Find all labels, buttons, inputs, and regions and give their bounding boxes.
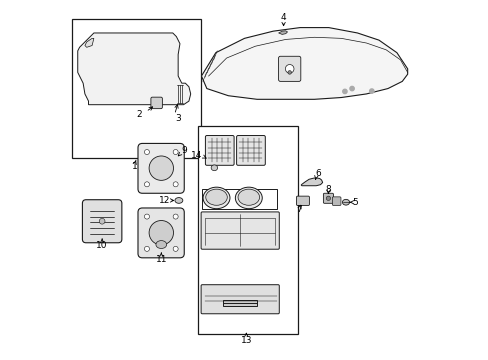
Circle shape <box>173 246 178 251</box>
Circle shape <box>369 89 373 93</box>
Text: 9: 9 <box>182 146 187 155</box>
Ellipse shape <box>235 187 262 209</box>
Circle shape <box>173 149 178 154</box>
FancyBboxPatch shape <box>201 285 279 314</box>
Bar <box>72 19 201 158</box>
Bar <box>202 189 277 210</box>
Polygon shape <box>85 39 94 47</box>
Ellipse shape <box>175 198 183 203</box>
Circle shape <box>325 196 330 201</box>
FancyBboxPatch shape <box>82 200 122 243</box>
Text: 11: 11 <box>155 255 167 264</box>
Text: 14: 14 <box>191 151 202 160</box>
FancyBboxPatch shape <box>296 196 309 206</box>
Text: 8: 8 <box>325 185 330 194</box>
FancyBboxPatch shape <box>138 143 184 193</box>
Polygon shape <box>201 28 407 99</box>
Circle shape <box>287 71 291 74</box>
FancyBboxPatch shape <box>205 135 234 165</box>
Bar <box>223 301 257 306</box>
Polygon shape <box>301 178 322 186</box>
FancyBboxPatch shape <box>201 212 279 249</box>
FancyBboxPatch shape <box>236 135 265 165</box>
FancyBboxPatch shape <box>332 197 340 206</box>
Circle shape <box>99 219 105 224</box>
Bar <box>198 126 298 334</box>
Text: 2: 2 <box>136 110 141 119</box>
Circle shape <box>285 64 293 73</box>
Circle shape <box>144 246 149 251</box>
Ellipse shape <box>203 187 229 209</box>
Circle shape <box>149 221 173 245</box>
Circle shape <box>173 214 178 219</box>
Circle shape <box>349 86 353 91</box>
Text: 3: 3 <box>175 114 181 123</box>
Text: 12: 12 <box>159 196 170 205</box>
FancyBboxPatch shape <box>323 193 333 203</box>
Bar <box>106 49 158 92</box>
Text: 7: 7 <box>296 205 301 214</box>
Ellipse shape <box>211 165 217 171</box>
Ellipse shape <box>205 189 227 205</box>
Ellipse shape <box>342 199 349 205</box>
FancyBboxPatch shape <box>278 56 300 81</box>
Text: 4: 4 <box>280 13 286 22</box>
Polygon shape <box>78 33 190 105</box>
Circle shape <box>149 156 173 180</box>
Ellipse shape <box>238 189 259 205</box>
Circle shape <box>144 182 149 187</box>
Circle shape <box>144 214 149 219</box>
Text: 13: 13 <box>240 336 251 345</box>
Polygon shape <box>278 31 287 35</box>
Circle shape <box>173 182 178 187</box>
Ellipse shape <box>156 240 166 248</box>
Text: 1: 1 <box>132 162 138 171</box>
Text: 10: 10 <box>96 241 108 250</box>
Text: 5: 5 <box>351 198 357 207</box>
Text: 6: 6 <box>314 169 320 178</box>
FancyBboxPatch shape <box>138 208 184 258</box>
Circle shape <box>144 149 149 154</box>
Circle shape <box>342 89 346 94</box>
FancyBboxPatch shape <box>151 97 162 109</box>
